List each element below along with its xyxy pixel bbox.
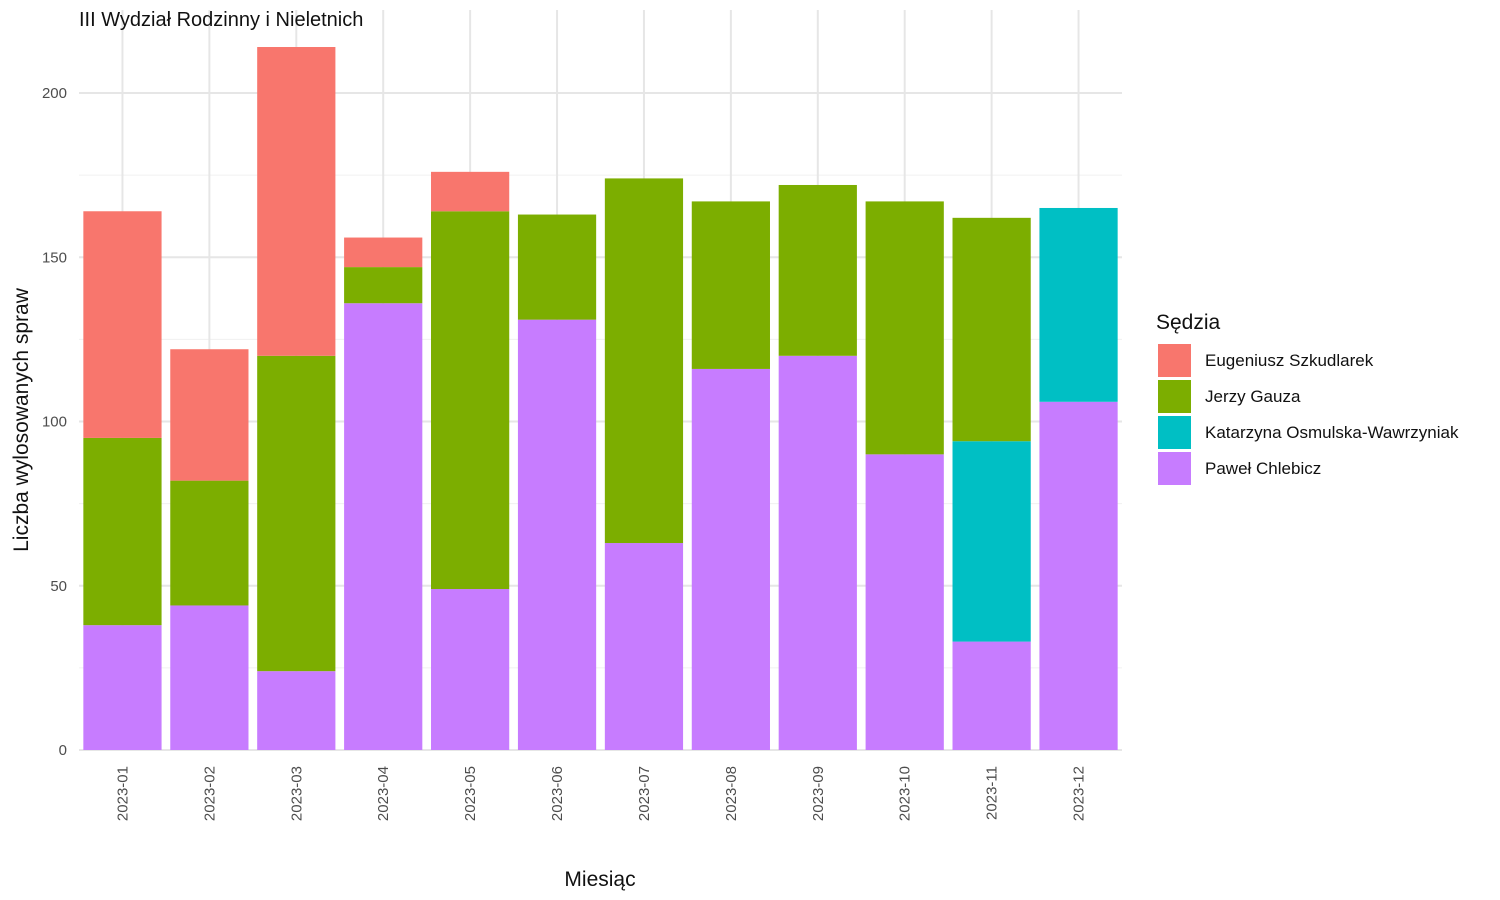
x-tick-label: 2023-08 [723,766,740,821]
bar-2023-07-jerzy-gauza [604,178,684,544]
x-tick-label: 2023-02 [201,766,218,821]
legend-label: Paweł Chlebicz [1205,459,1321,478]
bar-2023-06-jerzy-gauza [517,214,597,320]
legend-swatch [1158,344,1191,377]
bar-2023-11-jerzy-gauza [952,217,1031,442]
bar-2023-01-eugeniusz-szkudlarek [83,211,162,438]
bar-2023-05-pawe-chlebicz [431,589,510,750]
bar-2023-02-pawe-chlebicz [170,605,249,750]
y-axis-title: Liczba wylosowanych spraw [10,287,33,552]
bar-2023-04-eugeniusz-szkudlarek [344,237,423,268]
bar-2023-04-jerzy-gauza [344,267,423,304]
x-tick-label: 2023-06 [549,766,566,821]
bar-2023-11-pawe-chlebicz [952,641,1031,750]
legend-label: Katarzyna Osmulska-Wawrzyniak [1205,423,1459,442]
bar-2023-07-pawe-chlebicz [604,543,684,750]
legend-swatch [1158,416,1191,449]
bar-2023-05-jerzy-gauza [431,211,510,590]
bar-2023-11-katarzyna-osmulska-wawrzyniak [952,441,1031,642]
bar-2023-02-jerzy-gauza [170,480,249,606]
x-tick-label: 2023-07 [636,766,653,821]
bars [83,47,1118,750]
x-axis-ticks: 2023-01 2023-02 2023-03 2023-04 2023-05 2023-… [114,766,1087,821]
y-tick-label: 200 [42,85,67,102]
bar-2023-03-pawe-chlebicz [257,671,336,750]
y-tick-label: 0 [59,742,67,759]
bar-2023-10-pawe-chlebicz [865,454,944,750]
legend-title: Sędzia [1156,311,1221,334]
x-tick-label: 2023-10 [897,766,914,821]
bar-2023-05-eugeniusz-szkudlarek [431,171,510,212]
bar-2023-12-katarzyna-osmulska-wawrzyniak [1039,207,1118,402]
bar-2023-09-jerzy-gauza [778,184,857,356]
legend-swatch [1158,452,1191,485]
bar-2023-04-pawe-chlebicz [344,303,423,750]
bar-2023-03-eugeniusz-szkudlarek [257,47,336,356]
bar-2023-09-pawe-chlebicz [778,355,857,750]
bar-2023-06-pawe-chlebicz [517,319,597,750]
bar-2023-01-jerzy-gauza [83,437,162,626]
y-tick-label: 100 [42,414,67,431]
x-tick-label: 2023-05 [462,766,479,821]
bar-2023-12-pawe-chlebicz [1039,401,1118,750]
legend-label: Jerzy Gauza [1205,387,1301,406]
x-tick-label: 2023-12 [1071,766,1088,821]
x-tick-label: 2023-03 [288,766,305,821]
x-tick-label: 2023-09 [810,766,827,821]
bar-2023-10-jerzy-gauza [865,201,944,455]
x-tick-label: 2023-11 [984,766,1001,820]
chart-title: III Wydział Rodzinny i Nieletnich [79,9,363,31]
bar-2023-02-eugeniusz-szkudlarek [170,349,249,481]
bar-2023-01-pawe-chlebicz [83,625,162,750]
y-tick-label: 150 [42,249,67,266]
legend-label: Eugeniusz Szkudlarek [1205,351,1374,370]
x-tick-label: 2023-04 [375,766,392,821]
legend-swatch [1158,380,1191,413]
legend: Sędzia Eugeniusz Szkudlarek Jerzy Gauza Ka… [1156,311,1459,485]
y-tick-label: 50 [50,578,67,595]
bar-2023-08-pawe-chlebicz [691,368,770,750]
bar-2023-08-jerzy-gauza [691,201,770,369]
x-axis-title: Miesiąc [564,868,635,891]
y-axis-ticks: 0 50 100 150 200 [42,85,67,759]
x-tick-label: 2023-01 [114,766,131,821]
bar-2023-03-jerzy-gauza [257,355,336,672]
